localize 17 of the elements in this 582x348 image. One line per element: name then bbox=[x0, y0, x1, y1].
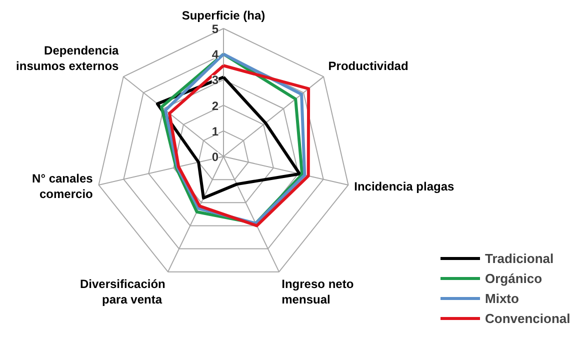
legend-label: Orgánico bbox=[485, 270, 542, 287]
y-tick-label: 3 bbox=[212, 73, 219, 88]
spoke-label: N° canales comercio bbox=[32, 172, 94, 202]
y-tick-label: 4 bbox=[212, 48, 219, 62]
y-tick-label: 5 bbox=[212, 22, 219, 36]
y-tick-label: 1 bbox=[212, 124, 219, 138]
spoke-label: Ingreso neto mensual bbox=[282, 277, 354, 307]
spoke-label: Dependencia insumos externos bbox=[16, 44, 120, 73]
legend-label: Convencional bbox=[485, 310, 570, 327]
y-tick-label: 0 bbox=[212, 150, 219, 164]
spoke-label: Diversificación para venta bbox=[80, 277, 166, 307]
legend-label: Mixto bbox=[485, 290, 519, 307]
spoke-label: Incidencia plagas bbox=[354, 179, 455, 194]
spoke-label: Productividad bbox=[328, 58, 408, 73]
spoke-label: Superficie (ha) bbox=[182, 8, 266, 22]
y-tick-label: 2 bbox=[212, 98, 219, 113]
legend-label: Tradicional bbox=[485, 250, 554, 267]
